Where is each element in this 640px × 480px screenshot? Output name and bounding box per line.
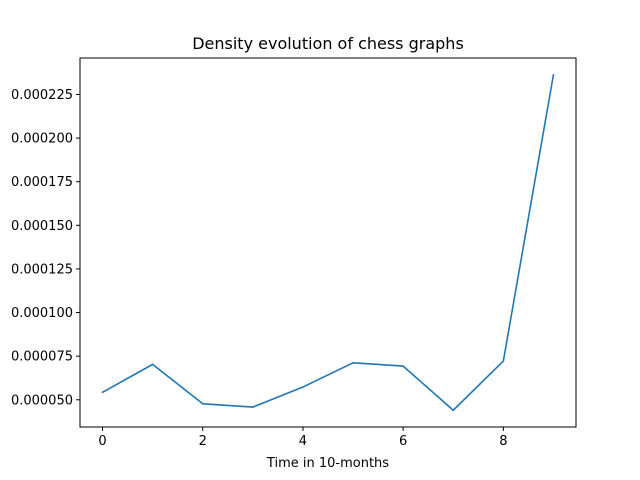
data-point	[101, 391, 104, 394]
y-tick-label: 0.000050	[11, 393, 73, 408]
data-points	[101, 73, 555, 412]
plot-area	[79, 57, 577, 428]
data-point	[151, 363, 154, 366]
x-tick-label: 4	[299, 434, 307, 449]
data-point	[502, 360, 505, 362]
x-tick-label: 0	[98, 434, 106, 449]
series-line	[102, 74, 555, 412]
data-point	[352, 361, 354, 364]
x-axis: 0 2 4 6 8	[98, 427, 507, 449]
y-tick-label: 0.000125	[11, 262, 73, 277]
data-point	[402, 365, 404, 367]
y-tick-label: 0.000175	[11, 175, 73, 190]
y-tick-label: 0.000225	[11, 88, 73, 103]
y-tick-label: 0.000100	[11, 306, 73, 321]
data-point	[302, 386, 304, 388]
data-point	[252, 406, 254, 408]
y-tick-label: 0.000200	[11, 132, 73, 147]
y-axis: 0.000050 0.000075 0.000100 0.000125 0.000150…	[11, 88, 80, 408]
chart-title: Density evolution of chess graphs	[192, 34, 464, 53]
x-axis-label: Time in 10-months	[266, 456, 389, 471]
x-tick-label: 6	[399, 434, 407, 449]
data-point	[201, 402, 204, 405]
x-tick-label: 2	[199, 434, 207, 449]
data-point	[452, 409, 455, 412]
x-tick-label: 8	[499, 434, 507, 449]
y-tick-label: 0.000150	[11, 219, 73, 234]
data-point	[552, 73, 555, 76]
y-tick-label: 0.000075	[11, 350, 73, 365]
